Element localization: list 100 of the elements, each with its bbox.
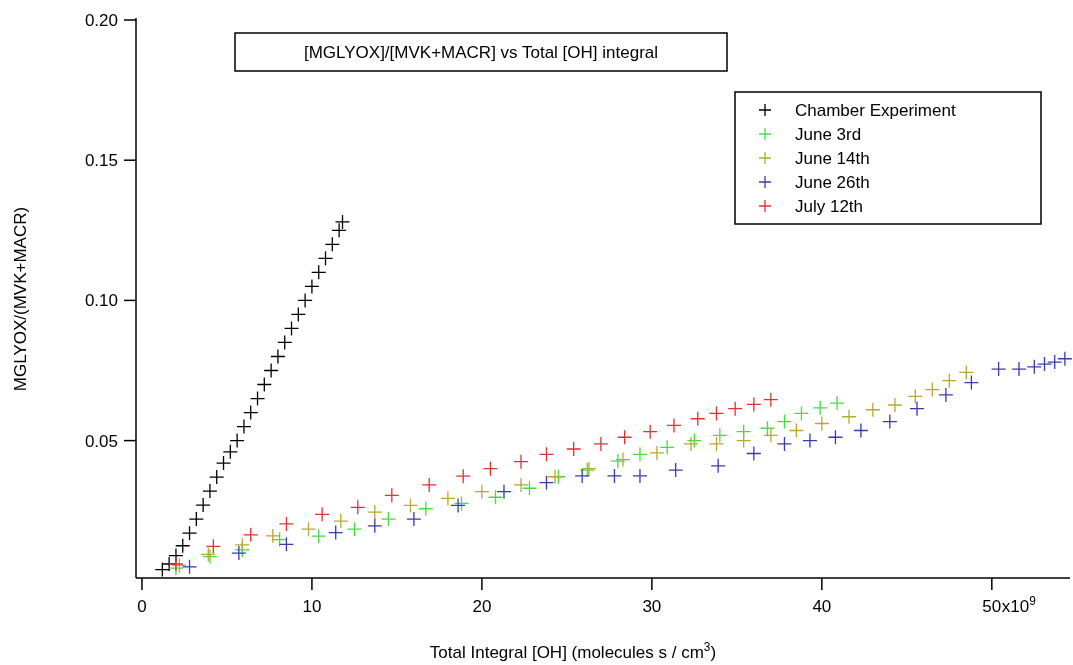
point: [350, 499, 366, 515]
point: [802, 432, 818, 449]
point: [234, 537, 250, 553]
text: [MGLYOX]/[MVK+MACR] vs Total [OH] integral: [303, 42, 659, 62]
point: [887, 397, 903, 413]
point: [482, 460, 499, 477]
point: [209, 469, 225, 485]
point: [759, 420, 776, 436]
point: [574, 468, 590, 484]
legend-label: July 12th: [795, 196, 864, 216]
point: [941, 372, 957, 389]
point: [649, 445, 665, 461]
point: [455, 468, 471, 484]
point: [882, 413, 898, 430]
point: [865, 402, 881, 418]
point: [205, 538, 221, 554]
point: [367, 518, 383, 534]
legend-label: Chamber Experiment: [795, 100, 956, 120]
point: [384, 487, 400, 503]
point: [814, 415, 830, 432]
point: [712, 427, 728, 443]
y-tick-label: 0.15: [84, 151, 118, 171]
point: [188, 511, 204, 527]
point: [249, 390, 266, 407]
point: [841, 409, 857, 425]
point: [710, 458, 726, 474]
x-tick-label: 20: [472, 597, 492, 616]
point: [331, 222, 347, 238]
legend-label: June 26th: [795, 172, 870, 192]
point: [334, 214, 351, 230]
point: [333, 513, 349, 529]
point: [314, 506, 330, 522]
point: [746, 396, 762, 413]
point: [788, 422, 804, 439]
point: [263, 362, 279, 379]
point: [958, 364, 974, 381]
point: [181, 559, 198, 575]
point: [690, 411, 706, 427]
point: [538, 475, 555, 491]
point: [496, 483, 512, 500]
point: [538, 446, 555, 462]
point: [324, 236, 340, 252]
point: [938, 387, 954, 403]
point: [175, 538, 191, 554]
legend-label: June 3rd: [795, 124, 862, 144]
point: [311, 264, 327, 281]
point: [632, 468, 648, 484]
point: [265, 528, 281, 544]
point: [593, 436, 609, 452]
point: [271, 531, 288, 548]
x-axis-title: Total Integral [OH] (molecules s / cm$^{3}$): [429, 640, 717, 662]
point: [632, 446, 648, 462]
point: [763, 427, 779, 443]
point: [311, 528, 327, 544]
point: [615, 452, 631, 468]
point: [746, 445, 762, 462]
point: [909, 400, 925, 417]
point: [487, 489, 504, 505]
point: [1057, 351, 1073, 367]
point: [668, 462, 684, 478]
point: [243, 404, 259, 421]
point: [283, 320, 300, 337]
x-tick-label: 50: [982, 597, 1002, 616]
point: [418, 501, 434, 517]
point: [406, 511, 422, 527]
point: [402, 497, 419, 514]
point: [642, 423, 658, 440]
point: [300, 521, 317, 537]
point: [610, 453, 626, 469]
point: [853, 422, 869, 439]
point: [659, 439, 675, 455]
point: [1036, 356, 1053, 372]
point: [1026, 359, 1042, 375]
point: [617, 429, 633, 445]
point: [1047, 354, 1063, 370]
point: [181, 525, 198, 541]
text: x10$^{9}$: [1001, 594, 1037, 616]
point: [513, 477, 529, 493]
point: [763, 392, 779, 408]
x-tick-label: 10: [302, 597, 322, 616]
point: [793, 405, 810, 422]
point: [666, 417, 682, 434]
point: [776, 413, 793, 430]
y-axis-title: MGLYOX/(MVK+MACR): [11, 206, 30, 392]
point: [924, 381, 940, 398]
y-tick-label: 0.20: [84, 10, 118, 30]
point: [440, 490, 456, 507]
point: [297, 292, 313, 309]
point: [243, 527, 259, 543]
point: [827, 429, 844, 445]
point: [421, 477, 437, 493]
point: [829, 395, 845, 411]
point: [474, 483, 490, 500]
point: [566, 441, 582, 457]
point: [346, 521, 363, 537]
point: [278, 516, 295, 532]
point: [812, 400, 828, 416]
point: [727, 400, 743, 417]
point: [380, 511, 397, 527]
x-tick-label: 30: [642, 597, 662, 616]
